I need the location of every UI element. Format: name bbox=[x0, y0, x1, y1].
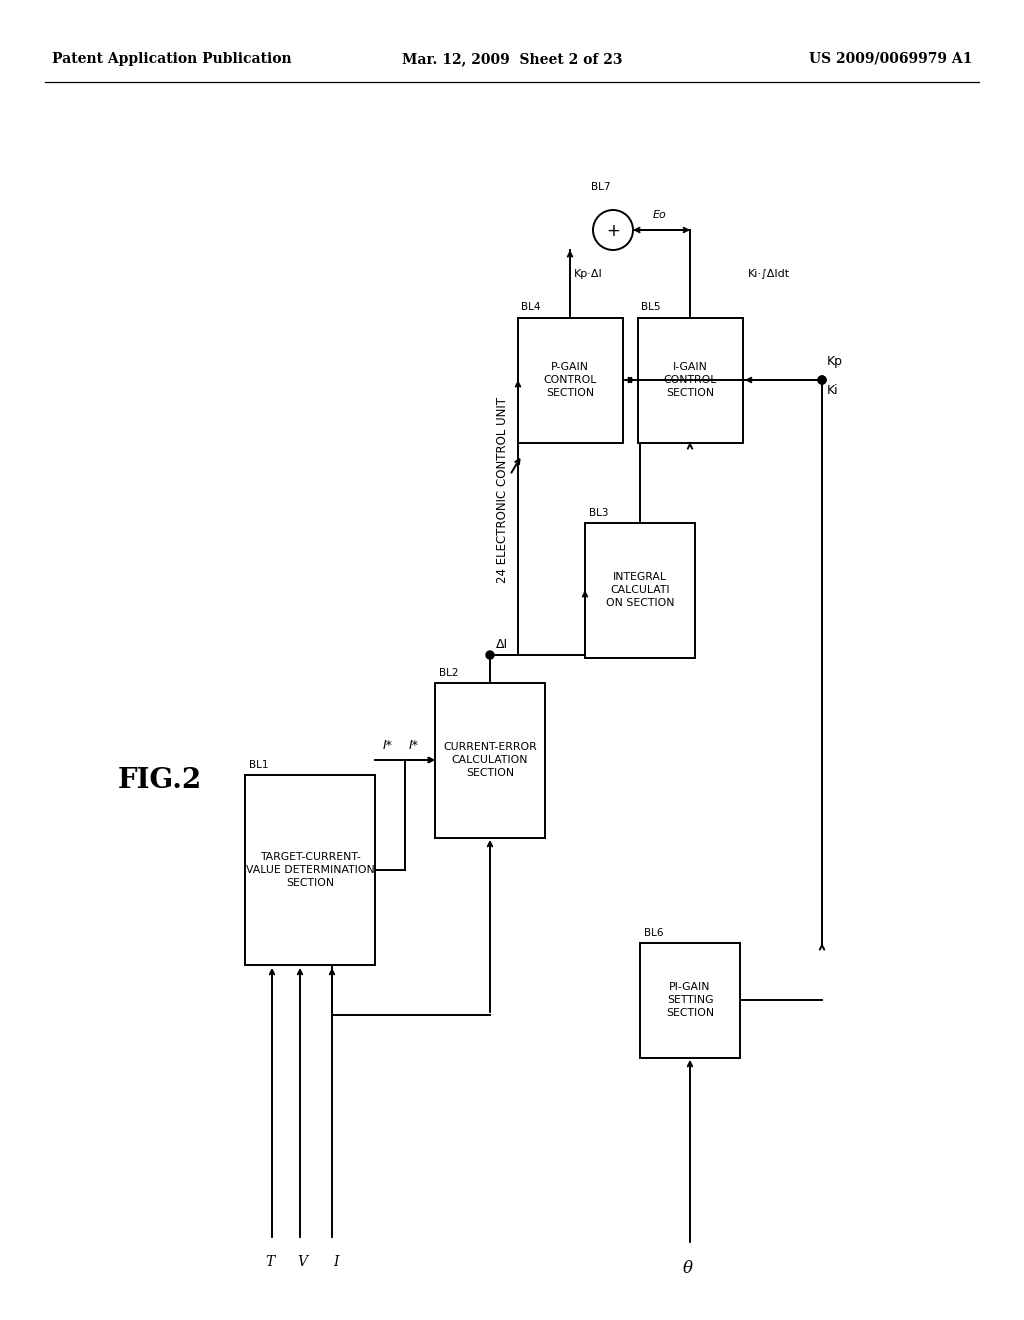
Text: BL7: BL7 bbox=[591, 182, 610, 191]
Text: ΔI: ΔI bbox=[496, 638, 508, 651]
Text: FIG.2: FIG.2 bbox=[118, 767, 203, 793]
Text: P-GAIN
CONTROL
SECTION: P-GAIN CONTROL SECTION bbox=[544, 362, 597, 397]
Bar bbox=[585, 523, 695, 657]
Bar bbox=[517, 318, 623, 442]
Text: CURRENT-ERROR
CALCULATION
SECTION: CURRENT-ERROR CALCULATION SECTION bbox=[443, 742, 537, 777]
Bar bbox=[435, 682, 545, 837]
Text: US 2009/0069979 A1: US 2009/0069979 A1 bbox=[809, 51, 972, 66]
Text: Eo: Eo bbox=[653, 210, 667, 220]
Text: BL3: BL3 bbox=[589, 507, 608, 517]
Circle shape bbox=[593, 210, 633, 249]
Text: T: T bbox=[265, 1255, 274, 1269]
Text: BL5: BL5 bbox=[641, 302, 662, 313]
Text: +: + bbox=[606, 222, 620, 240]
Text: θ: θ bbox=[683, 1261, 693, 1276]
Circle shape bbox=[818, 376, 826, 384]
Text: BL4: BL4 bbox=[521, 302, 541, 313]
Text: I*: I* bbox=[409, 739, 419, 752]
Bar bbox=[640, 942, 740, 1057]
Text: I-GAIN
CONTROL
SECTION: I-GAIN CONTROL SECTION bbox=[664, 362, 717, 397]
Circle shape bbox=[486, 651, 494, 659]
Text: V: V bbox=[297, 1255, 307, 1269]
Text: I: I bbox=[333, 1255, 339, 1269]
Text: Ki·∫ΔIdt: Ki·∫ΔIdt bbox=[748, 269, 791, 279]
Text: TARGET-CURRENT-
VALUE DETERMINATION
SECTION: TARGET-CURRENT- VALUE DETERMINATION SECT… bbox=[246, 853, 375, 888]
Text: INTEGRAL
CALCULATI
ON SECTION: INTEGRAL CALCULATI ON SECTION bbox=[606, 572, 674, 607]
Text: Kp·ΔI: Kp·ΔI bbox=[574, 269, 603, 279]
Text: BL1: BL1 bbox=[249, 760, 268, 770]
Text: Patent Application Publication: Patent Application Publication bbox=[52, 51, 292, 66]
Text: Ki: Ki bbox=[827, 384, 839, 396]
Text: BL2: BL2 bbox=[439, 668, 459, 677]
Text: Kp: Kp bbox=[827, 355, 843, 368]
Text: Mar. 12, 2009  Sheet 2 of 23: Mar. 12, 2009 Sheet 2 of 23 bbox=[401, 51, 623, 66]
Circle shape bbox=[818, 376, 826, 384]
Text: BL6: BL6 bbox=[644, 928, 664, 937]
Bar bbox=[245, 775, 375, 965]
Text: PI-GAIN
SETTING
SECTION: PI-GAIN SETTING SECTION bbox=[666, 982, 714, 1018]
Text: I*: I* bbox=[383, 739, 393, 752]
Text: 24 ELECTRONIC CONTROL UNIT: 24 ELECTRONIC CONTROL UNIT bbox=[496, 397, 509, 583]
Bar bbox=[638, 318, 742, 442]
